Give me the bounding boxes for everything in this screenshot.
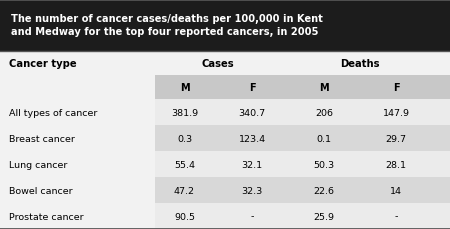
FancyBboxPatch shape — [155, 177, 450, 203]
Text: -: - — [394, 212, 398, 221]
Text: 25.9: 25.9 — [314, 212, 334, 221]
Text: Cancer type: Cancer type — [9, 59, 77, 68]
FancyBboxPatch shape — [155, 100, 450, 125]
FancyBboxPatch shape — [0, 151, 155, 177]
Text: M: M — [180, 83, 189, 93]
Text: M: M — [319, 83, 329, 93]
FancyBboxPatch shape — [155, 76, 450, 100]
Text: 123.4: 123.4 — [238, 134, 266, 143]
Text: 47.2: 47.2 — [174, 186, 195, 195]
Text: 381.9: 381.9 — [171, 108, 198, 117]
Text: F: F — [249, 83, 255, 93]
FancyBboxPatch shape — [155, 203, 450, 229]
Text: 147.9: 147.9 — [382, 108, 410, 117]
Text: All types of cancer: All types of cancer — [9, 108, 97, 117]
Text: 29.7: 29.7 — [386, 134, 406, 143]
Text: 0.1: 0.1 — [316, 134, 332, 143]
Text: Bowel cancer: Bowel cancer — [9, 186, 72, 195]
FancyBboxPatch shape — [155, 125, 450, 151]
FancyBboxPatch shape — [155, 151, 450, 177]
FancyBboxPatch shape — [0, 52, 450, 76]
Text: 32.1: 32.1 — [242, 160, 262, 169]
Text: Prostate cancer: Prostate cancer — [9, 212, 84, 221]
FancyBboxPatch shape — [0, 100, 155, 125]
Text: Breast cancer: Breast cancer — [9, 134, 75, 143]
FancyBboxPatch shape — [0, 203, 155, 229]
Text: 55.4: 55.4 — [174, 160, 195, 169]
Text: Deaths: Deaths — [340, 59, 380, 68]
Text: 28.1: 28.1 — [386, 160, 406, 169]
Text: 50.3: 50.3 — [314, 160, 334, 169]
Text: 32.3: 32.3 — [241, 186, 263, 195]
FancyBboxPatch shape — [0, 0, 450, 52]
Text: Cases: Cases — [202, 59, 234, 68]
Text: Lung cancer: Lung cancer — [9, 160, 68, 169]
Text: 90.5: 90.5 — [174, 212, 195, 221]
Text: 340.7: 340.7 — [238, 108, 266, 117]
FancyBboxPatch shape — [0, 125, 155, 151]
Text: 206: 206 — [315, 108, 333, 117]
Text: 22.6: 22.6 — [314, 186, 334, 195]
Text: 0.3: 0.3 — [177, 134, 192, 143]
Text: -: - — [250, 212, 254, 221]
FancyBboxPatch shape — [0, 76, 155, 100]
Text: F: F — [393, 83, 399, 93]
Text: 14: 14 — [390, 186, 402, 195]
FancyBboxPatch shape — [0, 177, 155, 203]
Text: The number of cancer cases/deaths per 100,000 in Kent
and Medway for the top fou: The number of cancer cases/deaths per 10… — [11, 14, 323, 37]
